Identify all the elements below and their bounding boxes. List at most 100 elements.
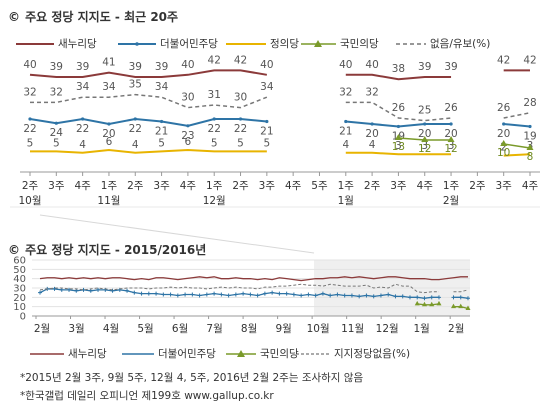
x-tick-label: 5주 — [311, 180, 328, 192]
data-label: 12 — [418, 143, 431, 155]
bottom-legend-swatches — [30, 350, 330, 357]
data-label: 5 — [263, 137, 270, 149]
data-label: 26 — [497, 102, 511, 114]
data-label: 4 — [342, 139, 349, 151]
data-label: 10 — [497, 147, 510, 159]
data-label: 3 — [448, 140, 455, 152]
series-line-2-0 — [39, 276, 468, 282]
data-label: 34 — [260, 81, 274, 93]
data-label: 42 — [208, 54, 221, 66]
x-tick-label: 1주 — [443, 180, 460, 192]
note-survey-gap: *2015년 2월 3주, 9월 5주, 12월 4, 5주, 2016년 2월… — [20, 372, 364, 384]
x-tick-label-2: 2월 — [34, 323, 50, 335]
x-tick-label-2: 8월 — [241, 323, 257, 335]
data-label: 4 — [132, 139, 139, 151]
series-line-1-segment — [29, 117, 267, 127]
data-label: 40 — [339, 59, 352, 71]
top-legend-swatches — [16, 40, 426, 47]
legend-justice: 정의당 — [270, 38, 299, 50]
data-label: 32 — [50, 86, 63, 98]
copyright-icon: © — [8, 10, 20, 24]
x-tick-label: 2주 — [232, 180, 249, 192]
x-tick-label: 4주 — [417, 180, 434, 192]
data-label: 6 — [185, 136, 192, 148]
x-tick-label-2: 3월 — [68, 323, 84, 335]
x-tick-label-2: 4월 — [103, 323, 119, 335]
month-label: 11월 — [97, 195, 120, 207]
data-label: 32 — [339, 86, 352, 98]
series-line-0-segment — [345, 73, 452, 81]
data-label: 5 — [211, 137, 218, 149]
x-tick-label: 3주 — [390, 180, 407, 192]
y-tick-label: 40 — [13, 274, 26, 285]
month-label: 10월 — [18, 195, 41, 207]
x-tick-label: 1주 — [206, 180, 223, 192]
data-label: 24 — [50, 127, 64, 139]
top-chart-header: © 주요 정당 지지도 - 최근 20주 — [8, 6, 178, 25]
zoom-connector — [10, 206, 540, 254]
data-label: 35 — [129, 79, 142, 91]
y-tick-label: 30 — [13, 284, 26, 295]
data-label: 28 — [523, 97, 536, 109]
data-label: 39 — [155, 61, 168, 73]
legend-none: 없음/유보(%) — [430, 38, 491, 50]
data-label: 42 — [497, 54, 510, 66]
data-label: 41 — [102, 57, 115, 69]
x-tick-label: 2주 — [22, 180, 39, 192]
x-tick-label: 4주 — [285, 180, 302, 192]
data-label: 40 — [23, 59, 36, 71]
series-line-4-segment — [503, 112, 531, 119]
legend-saenuri-2: 새누리당 — [68, 348, 107, 360]
data-label: 40 — [365, 59, 378, 71]
x-tick-label-2: 12월 — [376, 323, 399, 335]
data-label: 22 — [129, 123, 142, 135]
top-legend: 새누리당 더불어민주당 정의당 국민의당 없음/유보(%) — [16, 36, 516, 50]
x-tick-label-2: 7월 — [206, 323, 222, 335]
data-label: 20 — [102, 128, 115, 140]
x-tick-label: 4주 — [74, 180, 91, 192]
people-point — [526, 144, 534, 150]
data-label: 39 — [76, 61, 89, 73]
data-label: 31 — [208, 89, 221, 101]
series-line-2-1 — [39, 288, 439, 299]
data-label: 4 — [79, 139, 86, 151]
x-tick-label: 1주 — [338, 180, 355, 192]
bottom-chart-title: 주요 정당 지지도 - 2015/2016년 — [25, 243, 207, 257]
y-tick-label: 0 — [20, 312, 26, 323]
x-tick-label-2: 2월 — [448, 323, 464, 335]
data-label: 20 — [418, 128, 431, 140]
data-label: 2 — [500, 142, 507, 154]
data-label: 39 — [50, 61, 63, 73]
series-line-3-segment — [503, 143, 531, 149]
x-tick-label: 2주 — [127, 180, 144, 192]
y-tick-label: 50 — [13, 265, 26, 276]
data-label: 20 — [444, 128, 457, 140]
x-tick-label: 2주 — [364, 180, 381, 192]
x-tick-label-2: 6월 — [172, 323, 188, 335]
series-line-4-segment — [30, 93, 268, 109]
data-label: 39 — [129, 61, 142, 73]
people-marker — [465, 305, 471, 311]
data-label: 39 — [444, 61, 457, 73]
month-label: 2월 — [443, 195, 459, 207]
series-line-1-segment — [503, 123, 531, 128]
data-label: 30 — [234, 92, 247, 104]
data-label: 34 — [102, 81, 116, 93]
series-line-4-segment — [345, 101, 452, 122]
x-tick-label: 3주 — [496, 180, 513, 192]
x-tick-label-2: 11월 — [341, 323, 364, 335]
data-label: 6 — [106, 136, 113, 148]
series-line-3-segment — [398, 137, 452, 141]
legend-none-2: 지지정당없음(%) — [334, 348, 411, 360]
data-label: 34 — [76, 81, 90, 93]
data-label: 3 — [395, 140, 402, 152]
data-label: 23 — [181, 130, 194, 142]
copyright-icon: © — [8, 243, 20, 257]
data-label: 12 — [444, 143, 457, 155]
data-label: 32 — [365, 86, 378, 98]
data-label: 42 — [523, 54, 536, 66]
data-label: 5 — [158, 137, 165, 149]
x-tick-label-2: 5월 — [137, 323, 153, 335]
